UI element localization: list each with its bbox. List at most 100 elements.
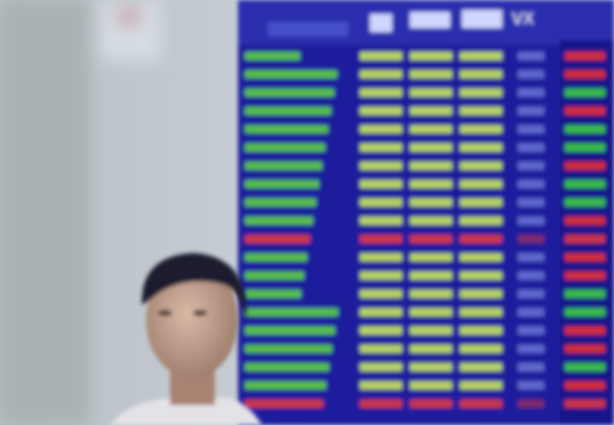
board-cell [360,327,402,335]
board-cell [565,144,605,152]
board-cell [565,162,605,170]
board-cell [410,217,452,225]
board-cell [460,198,502,206]
board-cell [410,52,452,60]
board-cell [410,308,452,316]
board-cell [410,381,452,389]
board-cell [460,180,502,188]
board-cell [245,144,325,152]
board-cell [245,235,310,243]
board-cell [565,272,605,280]
board-cell [518,308,544,316]
board-cell [410,198,452,206]
board-cell [518,253,544,261]
board-cell [518,107,544,115]
board-cell [518,363,544,371]
board-cell [360,144,402,152]
board-cell [518,70,544,78]
board-cell [245,327,335,335]
board-cell [245,52,300,60]
board-cell [245,290,301,298]
board-cell [360,345,402,353]
board-cell [565,198,605,206]
board-cell [360,198,402,206]
board-cell [360,107,402,115]
board-cell [565,290,605,298]
board-cell [245,400,323,408]
board-cell [410,162,452,170]
board-cell [518,125,544,133]
board-cell [410,363,452,371]
board-cell [518,198,544,206]
board-cell [245,107,331,115]
board-cell [518,272,544,280]
board-cell [360,253,402,261]
board-cell [245,363,329,371]
board-cell [410,272,452,280]
board-cell [410,107,452,115]
board-cell [518,290,544,298]
wall-shade [0,0,90,425]
board-cell [518,217,544,225]
board-cell [245,381,326,389]
board-cell [460,327,502,335]
board-cell [460,235,502,243]
board-cell [565,52,605,60]
board-cell [360,400,402,408]
board-cell [245,198,316,206]
board-cell [410,125,452,133]
board-cell [565,89,605,97]
board-cell [245,125,328,133]
board-cell [565,217,605,225]
board-cell [245,162,322,170]
board-cell [410,70,452,78]
board-cell [360,363,402,371]
board-cell [460,381,502,389]
board-cell [565,308,605,316]
photo: VX [0,0,614,425]
header-cell [370,14,392,32]
board-cell [460,253,502,261]
board-cell [518,345,544,353]
board-cell [245,345,332,353]
board-cell [410,253,452,261]
board-cell [518,180,544,188]
board-cell [565,70,605,78]
header-cell [410,12,450,28]
board-cell [518,400,544,408]
board-cell [410,180,452,188]
board-cell [460,363,502,371]
board-cell [460,290,502,298]
board-cell [245,272,304,280]
board-cell [565,235,605,243]
board-cell [410,235,452,243]
board-cell [460,70,502,78]
board-cell [360,125,402,133]
board-cell [360,272,402,280]
board-cell [518,327,544,335]
board-cell [460,400,502,408]
board-cell [565,180,605,188]
board-cell [565,253,605,261]
board-cell [410,89,452,97]
board-cell [245,70,337,78]
board-cell [245,253,307,261]
board-cell [460,89,502,97]
board-cell [565,327,605,335]
board-cell [360,217,402,225]
board-cell [360,308,402,316]
wall-sign [118,8,140,26]
board-cell [460,144,502,152]
board-cell [245,89,334,97]
board-cell [460,52,502,60]
eye [158,310,172,316]
header-cell [462,10,502,28]
board-cell [565,381,605,389]
board-cell [565,363,605,371]
board-cell [460,107,502,115]
board-cell [360,290,402,298]
board-cell [245,180,319,188]
board-cell [518,235,544,243]
board-cell [565,125,605,133]
board-cell [460,308,502,316]
